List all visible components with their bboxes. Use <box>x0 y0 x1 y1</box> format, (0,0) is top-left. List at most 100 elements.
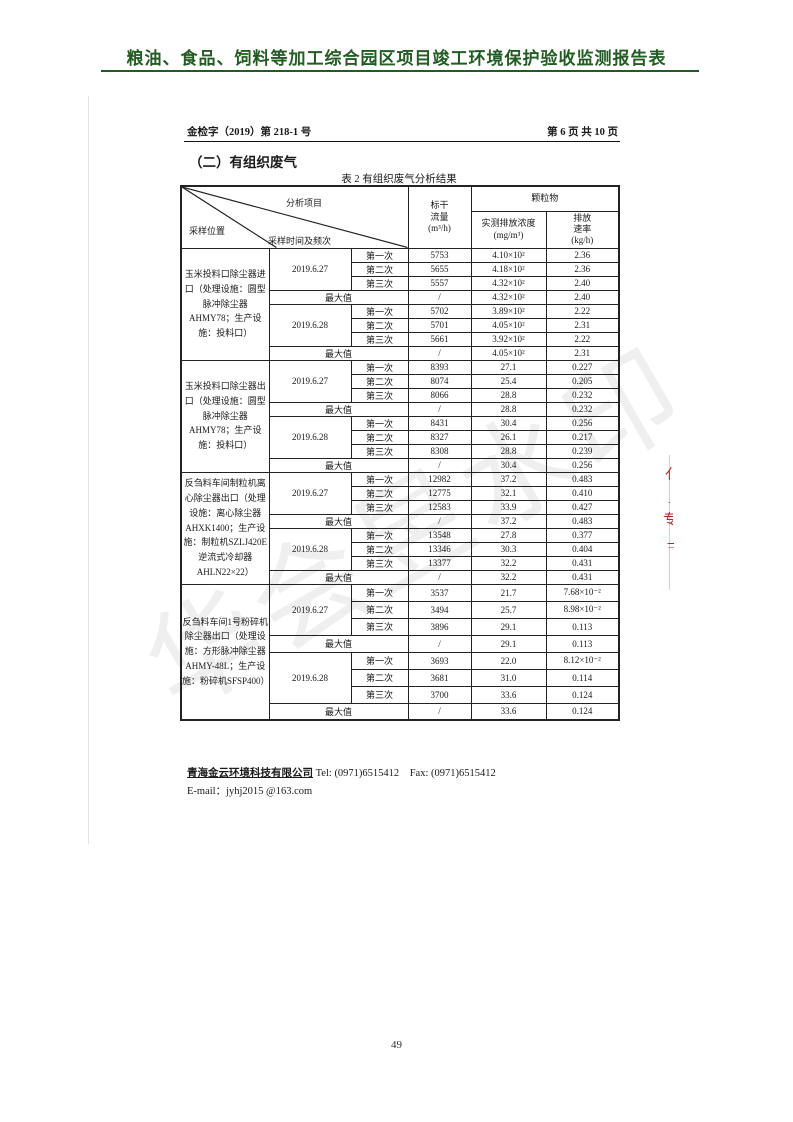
conc-value: 25.4 <box>470 373 547 389</box>
conc-value: 3.92×10² <box>470 331 547 347</box>
conc-value: 33.9 <box>470 499 547 515</box>
flow-value: 12775 <box>407 485 472 501</box>
seq-cell: 第三次 <box>350 499 409 515</box>
fax-value: (0971)6515412 <box>430 768 496 779</box>
flow-value: 3693 <box>407 651 472 670</box>
conc-value: 4.32×10² <box>470 275 547 291</box>
footer-line1: 青海金云环境科技有限公司 Tel: (0971)6515412 Fax: (09… <box>187 765 496 783</box>
conc-value: 33.6 <box>470 685 547 704</box>
col-header-particulate: 颗粒物 <box>470 185 620 212</box>
flow-value: / <box>407 457 472 473</box>
rate-value: 0.217 <box>545 429 620 445</box>
date-cell: 2019.6.27 <box>268 359 352 403</box>
rate-value: 0.205 <box>545 373 620 389</box>
date-cell: 2019.6.28 <box>268 415 352 459</box>
flow-value: / <box>407 401 472 417</box>
conc-value: 27.8 <box>470 527 547 543</box>
conc-value: 3.89×10² <box>470 303 547 319</box>
flow-value: 8074 <box>407 373 472 389</box>
max-label-cell: 最大值 <box>268 513 409 529</box>
conc-value: 32.1 <box>470 485 547 501</box>
conc-value: 32.2 <box>470 555 547 571</box>
rate-value: 2.31 <box>545 345 620 361</box>
seq-cell: 第三次 <box>350 275 409 291</box>
conc-value: 28.8 <box>470 387 547 403</box>
diagonal-lines <box>182 187 407 247</box>
max-label-cell: 最大值 <box>268 401 409 417</box>
rate-value: 0.256 <box>545 457 620 473</box>
rate-value: 2.31 <box>545 317 620 333</box>
rate-value: 0.377 <box>545 527 620 543</box>
max-label-cell: 最大值 <box>268 345 409 361</box>
rate-value: 0.124 <box>545 685 620 704</box>
flow-line2: 流量 <box>430 211 449 222</box>
conc-value: 30.4 <box>470 457 547 473</box>
flow-value: 12982 <box>407 471 472 487</box>
corner-sampling-location: 采样位置 <box>189 226 226 236</box>
col-header-rate: 排放 速率 (kg/h) <box>545 210 620 249</box>
flow-value: 3681 <box>407 668 472 687</box>
flow-value: / <box>407 513 472 529</box>
seal-mark-icon: 专 <box>663 511 673 527</box>
seq-cell: 第一次 <box>350 247 409 263</box>
seq-cell: 第二次 <box>350 261 409 277</box>
rate-value: 2.22 <box>545 331 620 347</box>
rate-unit: (kg/h) <box>571 235 594 246</box>
rate-value: 0.404 <box>545 541 620 557</box>
corner-analysis-item: 分析项目 <box>286 198 323 208</box>
conc-value: 37.2 <box>470 513 547 529</box>
seq-cell: 第三次 <box>350 443 409 459</box>
section-title: （二）有组织废气 <box>189 155 297 170</box>
seq-cell: 第三次 <box>350 387 409 403</box>
rate-value: 7.68×10⁻² <box>545 583 620 602</box>
rate-value: 2.36 <box>545 247 620 263</box>
seal-edge-line <box>669 455 670 590</box>
date-cell: 2019.6.28 <box>268 527 352 571</box>
corner-header-cell: 分析项目 采样位置 采样时间及频次 <box>180 185 409 249</box>
flow-line1: 标干 <box>430 200 449 211</box>
doc-number: 金检字（2019）第 218-1 号 <box>187 127 312 138</box>
conc-value: 26.1 <box>470 429 547 445</box>
rate-value: 8.12×10⁻² <box>545 651 620 670</box>
rate-value: 0.483 <box>545 471 620 487</box>
fax-label: Fax: <box>409 768 429 779</box>
conc-value: 28.8 <box>470 401 547 417</box>
seq-cell: 第三次 <box>350 617 409 636</box>
conc-unit: (mg/m³) <box>493 229 524 240</box>
flow-value: 12583 <box>407 499 472 515</box>
flow-value: 3896 <box>407 617 472 636</box>
seq-cell: 第二次 <box>350 600 409 619</box>
conc-value: 4.05×10² <box>470 317 547 333</box>
rate-value: 0.113 <box>545 634 620 653</box>
flow-value: 3494 <box>407 600 472 619</box>
scan-page-edge <box>88 96 89 844</box>
flow-value: / <box>407 289 472 305</box>
conc-value: 27.1 <box>470 359 547 375</box>
conc-value: 4.32×10² <box>470 289 547 305</box>
flow-value: / <box>407 345 472 361</box>
company-name: 青海金云环境科技有限公司 <box>187 768 313 779</box>
conc-value: 30.3 <box>470 541 547 557</box>
rate-value: 0.410 <box>545 485 620 501</box>
rate-value: 0.483 <box>545 513 620 529</box>
conc-value: 29.1 <box>470 617 547 636</box>
rate-value: 8.98×10⁻² <box>545 600 620 619</box>
flow-value: 13548 <box>407 527 472 543</box>
col-header-concentration: 实测排放浓度 (mg/m³) <box>470 210 547 249</box>
conc-value: 30.4 <box>470 415 547 431</box>
seq-cell: 第一次 <box>350 471 409 487</box>
location-cell: 反刍料车间1号粉碎机除尘器出口（处理设施：方形脉冲除尘器AHMY-48L；生产设… <box>180 583 270 721</box>
date-cell: 2019.6.28 <box>268 651 352 704</box>
date-cell: 2019.6.28 <box>268 303 352 347</box>
flow-value: 13346 <box>407 541 472 557</box>
conc-value: 21.7 <box>470 583 547 602</box>
rate-value: 2.36 <box>545 261 620 277</box>
flow-value: 5557 <box>407 275 472 291</box>
max-label-cell: 最大值 <box>268 702 409 721</box>
title-underline <box>101 70 699 72</box>
flow-value: 3537 <box>407 583 472 602</box>
location-cell: 玉米投料口除尘器进口（处理设施：圆型脉冲除尘器AHMY78；生产设施：投料口） <box>180 247 270 361</box>
table-caption: 表 2 有组织废气分析结果 <box>341 174 457 185</box>
rate-line1: 排放 <box>573 212 592 223</box>
seal-mark-icon: 丶 <box>665 495 673 503</box>
